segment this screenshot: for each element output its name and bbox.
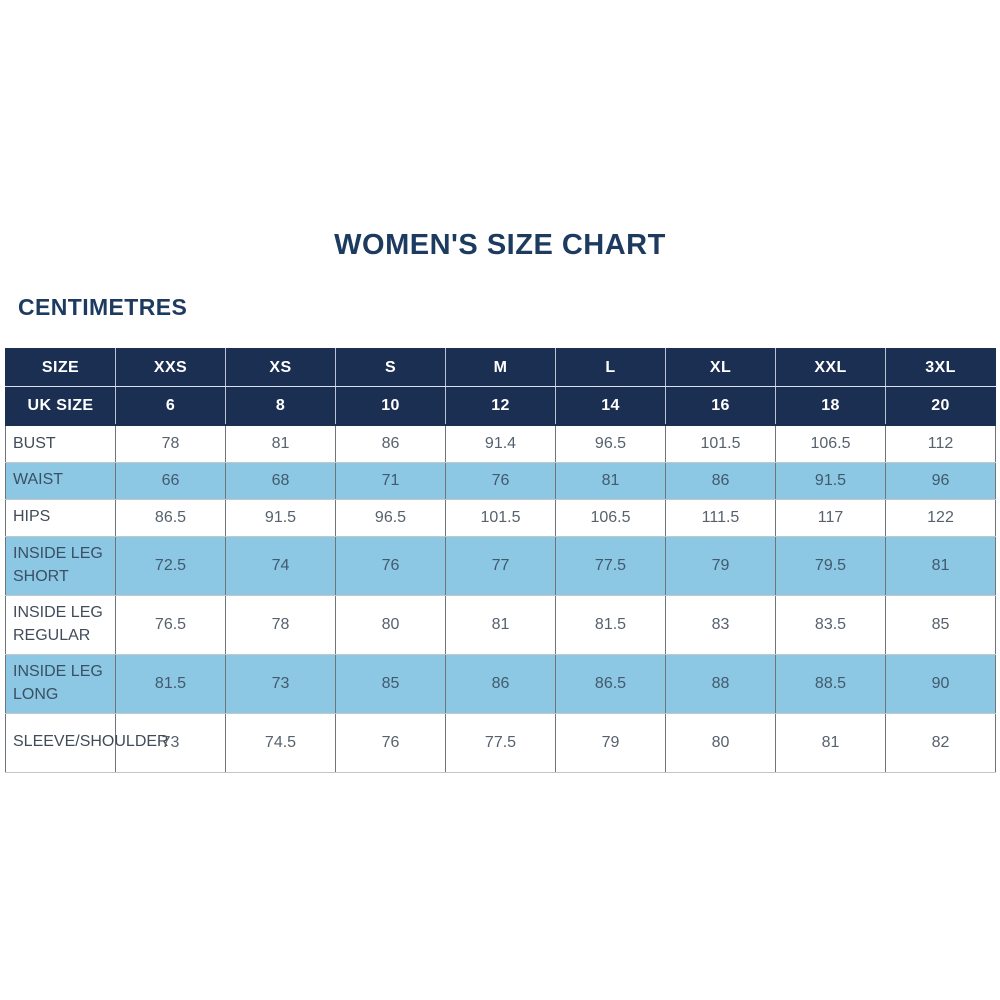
value-cell: 81.5 — [115, 653, 226, 714]
table-header: SIZE XXS XS S M L XL XXL 3XL UK SIZE 6 8 10 12 14 16 18… — [5, 348, 996, 427]
value-cell: 96 — [885, 461, 996, 500]
col-header: M — [445, 348, 556, 388]
uk-size-header-cell: UK SIZE — [5, 386, 116, 427]
value-cell: 78 — [115, 424, 226, 463]
value-cell: 91.4 — [445, 424, 556, 463]
value-cell: 81 — [225, 424, 336, 463]
value-cell: 86 — [335, 424, 446, 463]
value-cell: 74 — [225, 535, 336, 596]
value-cell: 76 — [335, 535, 446, 596]
value-cell: 81 — [775, 712, 886, 773]
value-cell: 72.5 — [115, 535, 226, 596]
page-title: WOMEN'S SIZE CHART — [334, 229, 666, 261]
unit-label: CENTIMETRES — [18, 293, 188, 320]
table-row: BUST 78 81 86 91.4 96.5 101.5 106.5 112 — [5, 424, 996, 463]
value-cell: 88 — [665, 653, 776, 714]
value-cell: 78 — [225, 594, 336, 655]
value-cell: 76 — [445, 461, 556, 500]
value-cell: 81 — [885, 535, 996, 596]
uk-size-value: 8 — [225, 386, 336, 427]
value-cell: 122 — [885, 498, 996, 537]
uk-size-value: 18 — [775, 386, 886, 427]
col-header: S — [335, 348, 446, 388]
value-cell: 79 — [665, 535, 776, 596]
row-label: INSIDE LEG REGULAR — [5, 594, 116, 655]
uk-size-value: 20 — [885, 386, 996, 427]
table-row: INSIDE LEG REGULAR 76.5 78 80 81 81.5 83 83.5 85 — [5, 594, 996, 655]
col-header: XXS — [115, 348, 226, 388]
table-row: WAIST 66 68 71 76 81 86 91.5 96 — [5, 461, 996, 500]
col-header: 3XL — [885, 348, 996, 388]
row-label: INSIDE LEG LONG — [5, 653, 116, 714]
size-header-row: SIZE XXS XS S M L XL XXL 3XL — [5, 348, 996, 388]
value-cell: 81 — [445, 594, 556, 655]
row-label: BUST — [5, 424, 116, 463]
value-cell: 86.5 — [115, 498, 226, 537]
uk-size-value: 16 — [665, 386, 776, 427]
value-cell: 96.5 — [555, 424, 666, 463]
value-cell: 88.5 — [775, 653, 886, 714]
value-cell: 86 — [665, 461, 776, 500]
value-cell: 106.5 — [775, 424, 886, 463]
value-cell: 80 — [335, 594, 446, 655]
value-cell: 117 — [775, 498, 886, 537]
value-cell: 80 — [665, 712, 776, 773]
value-cell: 77 — [445, 535, 556, 596]
value-cell: 90 — [885, 653, 996, 714]
table-body: BUST 78 81 86 91.4 96.5 101.5 106.5 112 WAIST 66 68… — [5, 424, 996, 773]
row-label: WAIST — [5, 461, 116, 500]
value-cell: 91.5 — [775, 461, 886, 500]
value-cell: 74.5 — [225, 712, 336, 773]
uk-size-header-row: UK SIZE 6 8 10 12 14 16 18 20 — [5, 386, 996, 427]
value-cell: 83 — [665, 594, 776, 655]
uk-size-value: 10 — [335, 386, 446, 427]
value-cell: 71 — [335, 461, 446, 500]
value-cell: 76 — [335, 712, 446, 773]
value-cell: 73 — [225, 653, 336, 714]
table-row: HIPS 86.5 91.5 96.5 101.5 106.5 111.5 117 122 — [5, 498, 996, 537]
table-row: INSIDE LEG SHORT 72.5 74 76 77 77.5 79 79.5 81 — [5, 535, 996, 596]
value-cell: 101.5 — [665, 424, 776, 463]
row-label: INSIDE LEG SHORT — [5, 535, 116, 596]
table-row: INSIDE LEG LONG 81.5 73 85 86 86.5 88 88.5 90 — [5, 653, 996, 714]
value-cell: 111.5 — [665, 498, 776, 537]
value-cell: 66 — [115, 461, 226, 500]
value-cell: 86.5 — [555, 653, 666, 714]
value-cell: 112 — [885, 424, 996, 463]
value-cell: 68 — [225, 461, 336, 500]
uk-size-value: 6 — [115, 386, 226, 427]
size-header-cell: SIZE — [5, 348, 116, 388]
value-cell: 79 — [555, 712, 666, 773]
value-cell: 96.5 — [335, 498, 446, 537]
value-cell: 77.5 — [555, 535, 666, 596]
value-cell: 86 — [445, 653, 556, 714]
col-header: XXL — [775, 348, 886, 388]
value-cell: 73 — [115, 712, 226, 773]
value-cell: 101.5 — [445, 498, 556, 537]
row-label: HIPS — [5, 498, 116, 537]
value-cell: 76.5 — [115, 594, 226, 655]
value-cell: 82 — [885, 712, 996, 773]
uk-size-value: 12 — [445, 386, 556, 427]
value-cell: 79.5 — [775, 535, 886, 596]
value-cell: 91.5 — [225, 498, 336, 537]
size-chart-table: SIZE XXS XS S M L XL XXL 3XL UK SIZE 6 8 10 12 14 16 18… — [5, 348, 996, 773]
value-cell: 106.5 — [555, 498, 666, 537]
value-cell: 81.5 — [555, 594, 666, 655]
value-cell: 85 — [885, 594, 996, 655]
col-header: L — [555, 348, 666, 388]
col-header: XS — [225, 348, 336, 388]
table-row: SLEEVE/SHOULDER 73 74.5 76 77.5 79 80 81 82 — [5, 712, 996, 773]
value-cell: 81 — [555, 461, 666, 500]
uk-size-value: 14 — [555, 386, 666, 427]
value-cell: 83.5 — [775, 594, 886, 655]
row-label: SLEEVE/SHOULDER — [5, 712, 169, 773]
col-header: XL — [665, 348, 776, 388]
value-cell: 85 — [335, 653, 446, 714]
value-cell: 77.5 — [445, 712, 556, 773]
